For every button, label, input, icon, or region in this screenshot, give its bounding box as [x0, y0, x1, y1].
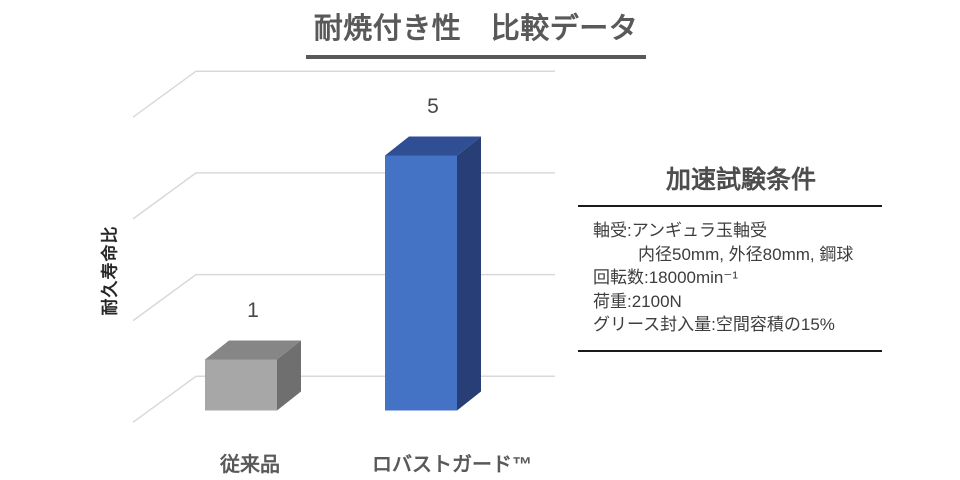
category-label-robustguard: ロバストガード™ — [372, 454, 532, 476]
bar-value-label-robustguard: 5 — [427, 95, 439, 118]
condition-speed: 回転数:18000min⁻¹ — [593, 268, 739, 287]
bar-top-0 — [205, 340, 301, 360]
bar-front-0 — [205, 359, 277, 411]
chart-title-wrap: 耐焼付き性 比較データ — [0, 5, 952, 59]
condition-load: 荷重:2100N — [593, 291, 682, 311]
gridline — [132, 172, 555, 220]
test-conditions-panel: 加速試験条件 軸受:アンギュラ玉軸受 内径50mm, 外径80mm, 鋼球 回転… — [578, 160, 882, 352]
gridline — [132, 273, 555, 322]
bar-top-1 — [385, 136, 481, 156]
test-conditions-title: 加速試験条件 — [578, 160, 882, 207]
bar-front-1 — [385, 155, 457, 411]
condition-bearing: 軸受:アンギュラ玉軸受 — [593, 221, 768, 240]
condition-grease: グリース封入量:空間容積の15% — [593, 315, 835, 334]
category-label-conventional: 従来品 — [220, 454, 280, 476]
bar-side-0 — [277, 340, 301, 411]
condition-bearing-detail: 内径50mm, 外径80mm, 鋼球 — [638, 244, 854, 264]
bar-value-label-conventional: 1 — [247, 299, 259, 322]
bar-side-1 — [457, 136, 481, 411]
test-conditions-body: 軸受:アンギュラ玉軸受 内径50mm, 外径80mm, 鋼球 回転数:18000… — [578, 207, 882, 352]
chart-title: 耐焼付き性 比較データ — [305, 5, 647, 59]
gridline — [132, 70, 555, 118]
gridline — [132, 375, 555, 423]
y-axis-title: 耐久寿命比 — [100, 225, 120, 316]
